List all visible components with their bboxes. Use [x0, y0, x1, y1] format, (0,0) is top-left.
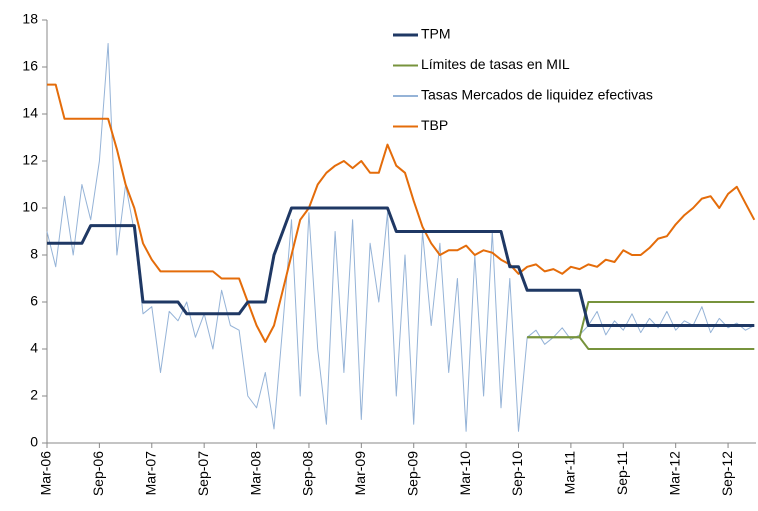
- y-tick-label: 4: [30, 340, 38, 356]
- x-tick-label: Sep-06: [90, 451, 106, 496]
- y-tick-label: 8: [30, 246, 38, 262]
- x-tick-label: Sep-07: [195, 451, 211, 496]
- legend-label: Tasas Mercados de liquidez efectivas: [421, 87, 653, 103]
- x-tick-label: Sep-10: [509, 451, 525, 496]
- x-tick-label: Mar-11: [562, 451, 578, 495]
- y-tick-label: 18: [22, 11, 38, 27]
- y-tick-label: 16: [22, 58, 38, 74]
- y-tick-label: 6: [30, 293, 38, 309]
- y-tick-label: 0: [30, 434, 38, 450]
- series-line-lower: [527, 336, 755, 350]
- x-tick-label: Mar-06: [38, 451, 54, 496]
- series-line: [46, 43, 755, 432]
- x-tick-label: Mar-10: [457, 451, 473, 496]
- series-line: [47, 206, 755, 327]
- x-tick-label: Mar-09: [352, 451, 368, 496]
- x-tick-label: Sep-12: [719, 451, 735, 496]
- x-tick-label: Mar-12: [666, 451, 682, 496]
- x-tick-label: Sep-11: [614, 451, 630, 495]
- x-tick-label: Sep-08: [300, 451, 316, 496]
- y-tick-label: 12: [22, 152, 38, 168]
- legend-label: TPM: [421, 26, 451, 42]
- x-tick-label: Mar-07: [142, 451, 158, 496]
- legend-label: TBP: [421, 117, 448, 133]
- legend-label: Límites de tasas en MIL: [421, 56, 570, 72]
- y-tick-label: 2: [30, 387, 38, 403]
- series-line: [47, 83, 756, 343]
- x-tick-label: Mar-08: [247, 451, 263, 496]
- y-tick-label: 10: [22, 199, 38, 215]
- x-tick-label: Sep-09: [404, 451, 420, 496]
- y-tick-label: 14: [22, 105, 38, 121]
